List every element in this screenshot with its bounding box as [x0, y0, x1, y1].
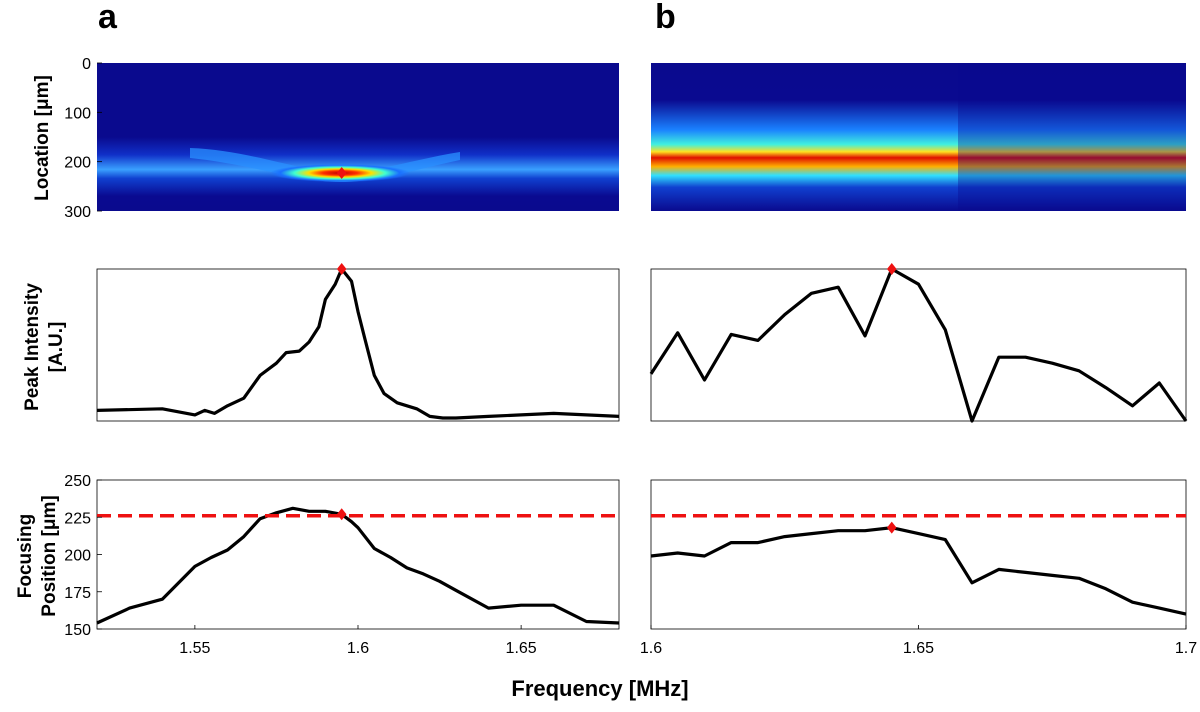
b-focusing-position-series-line-0 — [650, 526, 1187, 616]
a-focusing-position-y-tick-label-2: 200 — [64, 548, 91, 565]
b-peak-intensity-marker — [886, 263, 897, 275]
a-focusing-position-x-tick-label-1: 1.6 — [347, 640, 369, 657]
heatmap-b-field — [651, 63, 1186, 211]
markers-layer — [336, 167, 897, 534]
a-focusing-position-y-tick-label-0: 150 — [64, 622, 91, 639]
heatmap-b-right-shift — [958, 63, 1186, 211]
heatmap-a — [97, 63, 619, 211]
a-heatmap-marker — [336, 167, 347, 180]
tick-layer: 0 100 200 300 150 175 200 225 250 1.55 1.6 1.65 1.6 1… — [64, 56, 1197, 657]
b-focusing-position-marker — [886, 521, 897, 534]
b-focusing-position-x-tick-label-1: 1.65 — [903, 640, 934, 657]
a-focusing-position-y-tick-label-3: 225 — [64, 510, 91, 527]
a-focusing-position-marker — [336, 508, 347, 521]
heatmap-b — [651, 63, 1186, 211]
a-focusing-position-x-tick-label-2: 1.65 — [506, 640, 537, 657]
heatmap-a-field — [97, 63, 619, 211]
a-heatmap-y-tick-label-0: 0 — [82, 56, 91, 73]
panel-a-label: a — [98, 0, 117, 36]
b-peak-intensity-series-line-0 — [649, 267, 1188, 423]
intensity-b-frame — [650, 268, 1187, 422]
b-focusing-position-x-tick-label-0: 1.6 — [640, 640, 662, 657]
b-focusing-position-x-tick-label-2: 1.7 — [1175, 640, 1197, 657]
panel-b-label: b — [655, 0, 676, 36]
a-focusing-position-y-tick-label-4: 250 — [64, 473, 91, 490]
intensity-a-frame — [96, 268, 620, 422]
a-heatmap-y-tick-label-1: 100 — [64, 105, 91, 122]
a-heatmap-y-tick-label-3: 300 — [64, 204, 91, 221]
a-peak-intensity-marker — [336, 263, 347, 275]
a-focusing-position-series-line-0 — [96, 506, 620, 625]
frequency-axis-label: Frequency [MHz] — [511, 676, 689, 701]
a-heatmap-y-tick-label-2: 200 — [64, 155, 91, 172]
a-focusing-position-y-tick-label-1: 175 — [64, 585, 91, 602]
a-focusing-position-x-tick-label-0: 1.55 — [179, 640, 210, 657]
focus-b-frame — [650, 479, 1187, 630]
